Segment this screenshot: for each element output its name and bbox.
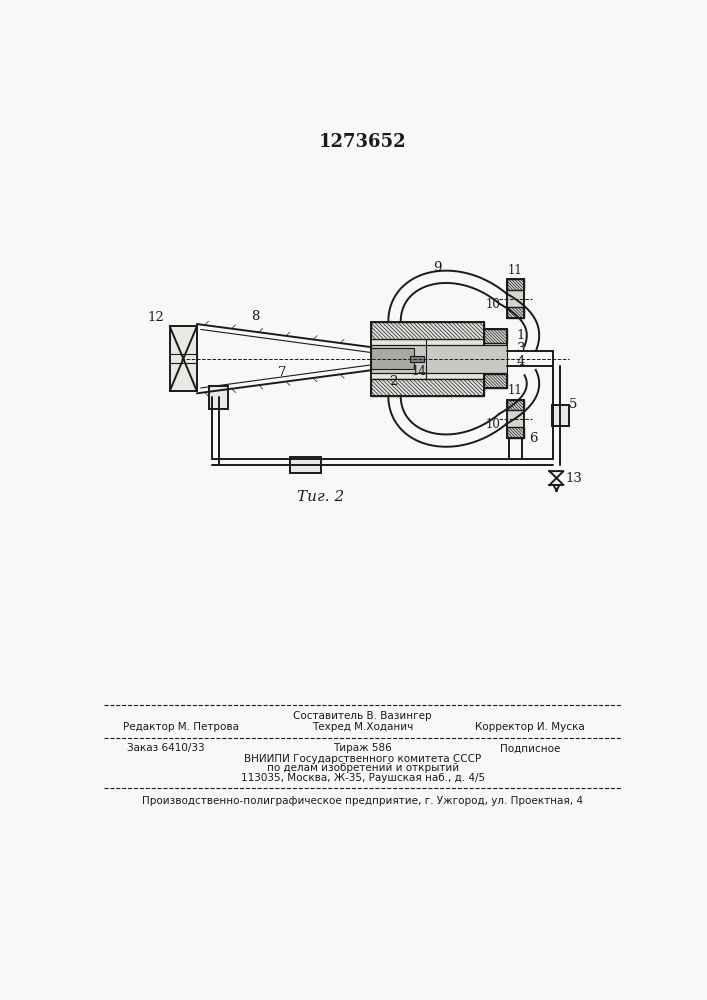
Text: Техред М.Ходанич: Техред М.Ходанич [312,722,414,732]
Text: по делам изобретений и открытий: по делам изобретений и открытий [267,763,459,773]
Text: 11: 11 [508,384,522,397]
Bar [507,279,524,290]
Text: 11: 11 [508,264,522,277]
Text: 3: 3 [517,342,525,355]
Text: 9: 9 [433,261,441,274]
Text: Тираж 586: Тираж 586 [333,743,392,753]
Bar [371,322,484,396]
Text: Заказ 6410/33: Заказ 6410/33 [127,743,205,753]
Bar [507,400,524,438]
Bar [371,348,414,369]
Text: 10: 10 [486,298,501,311]
Text: 113035, Москва, Ж-35, Раушская наб., д. 4/5: 113035, Москва, Ж-35, Раушская наб., д. … [240,773,485,783]
Text: 10: 10 [486,418,501,431]
Text: 1273652: 1273652 [319,133,407,151]
Text: 14: 14 [412,365,427,378]
Text: 1: 1 [517,329,525,342]
Bar [507,279,524,318]
Bar [371,379,484,396]
Bar [170,326,197,391]
Bar [507,427,524,438]
Text: 8: 8 [251,310,259,323]
Bar [410,356,424,362]
Text: Составитель В. Вазингер: Составитель В. Вазингер [293,711,432,721]
Bar [484,374,507,388]
Bar [507,307,524,318]
Bar [209,386,228,409]
Text: 13: 13 [565,472,582,485]
Text: 6: 6 [529,432,537,445]
Text: 5: 5 [568,398,577,411]
Text: Корректор И. Муска: Корректор И. Муска [475,722,585,732]
Text: ВНИИПИ Государственного комитета СССР: ВНИИПИ Государственного комитета СССР [244,754,481,764]
Bar [371,345,507,373]
Text: 4: 4 [517,355,525,368]
Bar [484,329,507,343]
Text: Τиг. 2: Τиг. 2 [297,490,344,504]
Text: Редактор М. Петрова: Редактор М. Петрова [124,722,240,732]
Bar [507,400,524,410]
Text: Подписное: Подписное [500,743,561,753]
Text: 7: 7 [278,366,286,379]
Bar [484,329,507,388]
Bar [552,405,569,426]
Text: 12: 12 [148,311,164,324]
Bar [371,322,484,339]
Text: Производственно-полиграфическое предприятие, г. Ужгород, ул. Проектная, 4: Производственно-полиграфическое предприя… [142,796,583,806]
Text: 2: 2 [389,375,397,388]
Bar [290,457,321,473]
